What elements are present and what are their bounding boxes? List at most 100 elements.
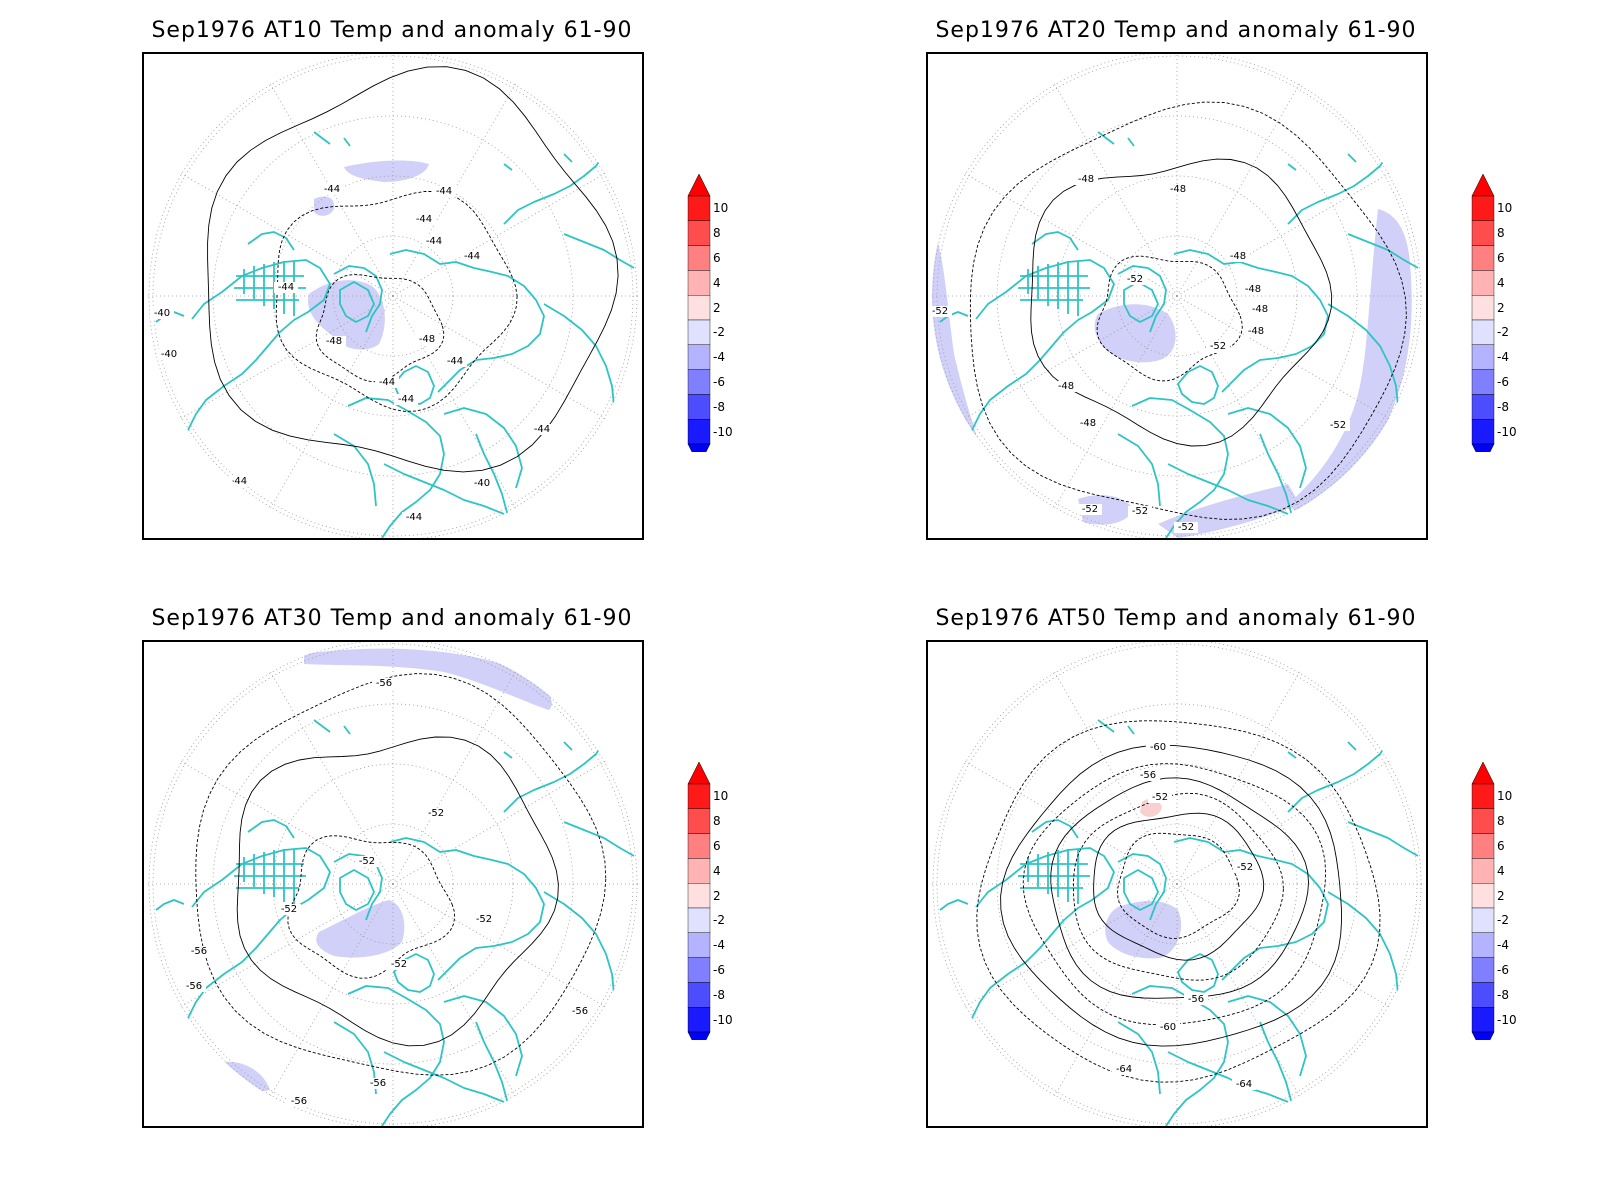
contour-label-bg bbox=[1206, 341, 1230, 352]
coastline bbox=[313, 719, 573, 759]
colorbar-arrow-up bbox=[1471, 761, 1495, 785]
contour-label: -44 bbox=[416, 214, 432, 225]
contour-label: -48 bbox=[419, 334, 435, 345]
colorbar-segment bbox=[687, 833, 711, 859]
colorbar-segment bbox=[687, 369, 711, 395]
contour-label-bg bbox=[1112, 1064, 1136, 1075]
coastline bbox=[1177, 365, 1219, 405]
longitude-gridline bbox=[1054, 83, 1178, 297]
panel-title: Sep1976 AT30 Temp and anomaly 61-90 bbox=[151, 606, 633, 631]
coastline bbox=[563, 821, 635, 857]
polar-map: -48 -48 -48 -52 -52 -48 -48 -48 -52 -48 -48 -52 -52 -… bbox=[926, 52, 1428, 540]
colorbar-segment bbox=[687, 932, 711, 958]
coastline bbox=[1167, 463, 1289, 515]
contour-label: -48 bbox=[1058, 381, 1074, 392]
coastline bbox=[155, 899, 185, 911]
contour-label: -64 bbox=[1236, 1079, 1252, 1090]
coastline bbox=[1131, 985, 1229, 1126]
temperature-contour bbox=[976, 720, 1381, 1083]
colorbar-segment bbox=[1471, 270, 1495, 296]
colorbar-tick-label: -4 bbox=[1497, 350, 1509, 365]
colorbar-tick-label: -2 bbox=[713, 325, 725, 340]
coastline bbox=[939, 899, 969, 911]
coastline bbox=[1227, 995, 1307, 1077]
map-canvas: -48 -48 -48 -52 -52 -48 -48 -48 -52 -48 -48 -52 -52 -… bbox=[932, 54, 1422, 538]
contour-label-bg bbox=[1166, 184, 1190, 195]
longitude-gridline bbox=[392, 83, 516, 297]
colorbar-segment bbox=[1471, 957, 1495, 983]
colorbar-arrow-up bbox=[1471, 173, 1495, 197]
coastline bbox=[333, 265, 383, 333]
colorbar-tick-label: 8 bbox=[713, 226, 721, 241]
panel-title: Sep1976 AT50 Temp and anomaly 61-90 bbox=[935, 606, 1417, 631]
colorbar-segment bbox=[1471, 369, 1495, 395]
colorbar-tick-label: -6 bbox=[713, 375, 725, 389]
colorbar-tick-label: -2 bbox=[713, 913, 725, 928]
colorbar-tick-label: -4 bbox=[1497, 938, 1509, 953]
longitude-gridline bbox=[1176, 295, 1390, 419]
map-layer: -44 -44-44-44-44-44-48 -48-44-44-40-40-44-… bbox=[148, 54, 638, 538]
longitude-gridline bbox=[270, 671, 394, 885]
contour-label: -56 bbox=[370, 1078, 386, 1089]
colorbar-tick-label: -4 bbox=[713, 938, 725, 953]
contour-label: -48 bbox=[1252, 304, 1268, 315]
coastline bbox=[203, 473, 227, 511]
colorbar-segment bbox=[1471, 344, 1495, 370]
coastline bbox=[1131, 397, 1229, 538]
contour-label-bg bbox=[415, 334, 439, 345]
colorbar-graphic bbox=[1471, 761, 1495, 1040]
contour-label: -40 bbox=[154, 308, 170, 319]
longitude-gridline bbox=[270, 83, 394, 297]
contour-label-bg bbox=[1233, 862, 1257, 873]
colorbar-tick-label: 6 bbox=[1497, 839, 1505, 853]
contour-label-bg bbox=[1128, 506, 1152, 517]
coastline bbox=[1031, 819, 1079, 839]
coastline bbox=[393, 953, 435, 993]
colorbar-segment bbox=[687, 957, 711, 983]
colorbar-arrow-down bbox=[687, 1031, 711, 1040]
coastline bbox=[543, 891, 615, 995]
negative-anomaly-area bbox=[1094, 304, 1176, 363]
coastline bbox=[339, 281, 375, 323]
positive-anomaly-area bbox=[1140, 798, 1162, 817]
coastline bbox=[1173, 249, 1329, 393]
negative-anomaly-area bbox=[1288, 209, 1412, 524]
coastline bbox=[1227, 407, 1307, 489]
longitude-gridline bbox=[1176, 173, 1390, 297]
contour-label-bg bbox=[372, 678, 396, 689]
longitude-gridline bbox=[1176, 671, 1300, 885]
contour-label-bg bbox=[932, 306, 952, 317]
map-panel-at10: Sep1976 AT10 Temp and anomaly 61-90 -44-… bbox=[142, 0, 902, 560]
contour-label-bg bbox=[287, 1096, 311, 1107]
coastline bbox=[333, 853, 383, 921]
coastline bbox=[939, 311, 969, 323]
contour-label-bg bbox=[1136, 770, 1160, 781]
contour-label: -52 bbox=[391, 959, 407, 970]
contour-label-bg bbox=[1054, 381, 1078, 392]
contour-label: -44 bbox=[278, 282, 294, 293]
contour-label-bg bbox=[187, 946, 211, 957]
colorbar-tick-label: -10 bbox=[1497, 1012, 1517, 1027]
contour-label: -40 bbox=[161, 349, 177, 360]
colorbar-segment bbox=[1471, 783, 1495, 809]
anomaly-colorbar: 10 8 6 4 2 -2 -4 -6 -8 -10 bbox=[687, 172, 757, 452]
contour-label-bg bbox=[460, 251, 484, 262]
coastline bbox=[1123, 869, 1159, 911]
coastline bbox=[543, 303, 615, 407]
contour-label: -52 bbox=[1178, 522, 1194, 533]
colorbar-segment bbox=[687, 882, 711, 909]
colorbar-tick-label: -2 bbox=[1497, 913, 1509, 928]
contour-label: -48 bbox=[1248, 326, 1264, 337]
contour-label: -56 bbox=[376, 678, 392, 689]
contour-label: -44 bbox=[324, 184, 340, 195]
colorbar-tick-label: 6 bbox=[1497, 251, 1505, 265]
longitude-gridline bbox=[392, 883, 516, 1097]
coastline bbox=[1117, 1021, 1161, 1095]
contour-label: -52 bbox=[932, 306, 948, 317]
coastline bbox=[475, 1021, 515, 1123]
contour-label: -44 bbox=[447, 356, 463, 367]
temperature-contour bbox=[1000, 744, 1342, 1047]
longitude-gridline bbox=[1176, 83, 1300, 297]
contour-label: -56 bbox=[1188, 994, 1204, 1005]
contour-label: -52 bbox=[476, 914, 492, 925]
